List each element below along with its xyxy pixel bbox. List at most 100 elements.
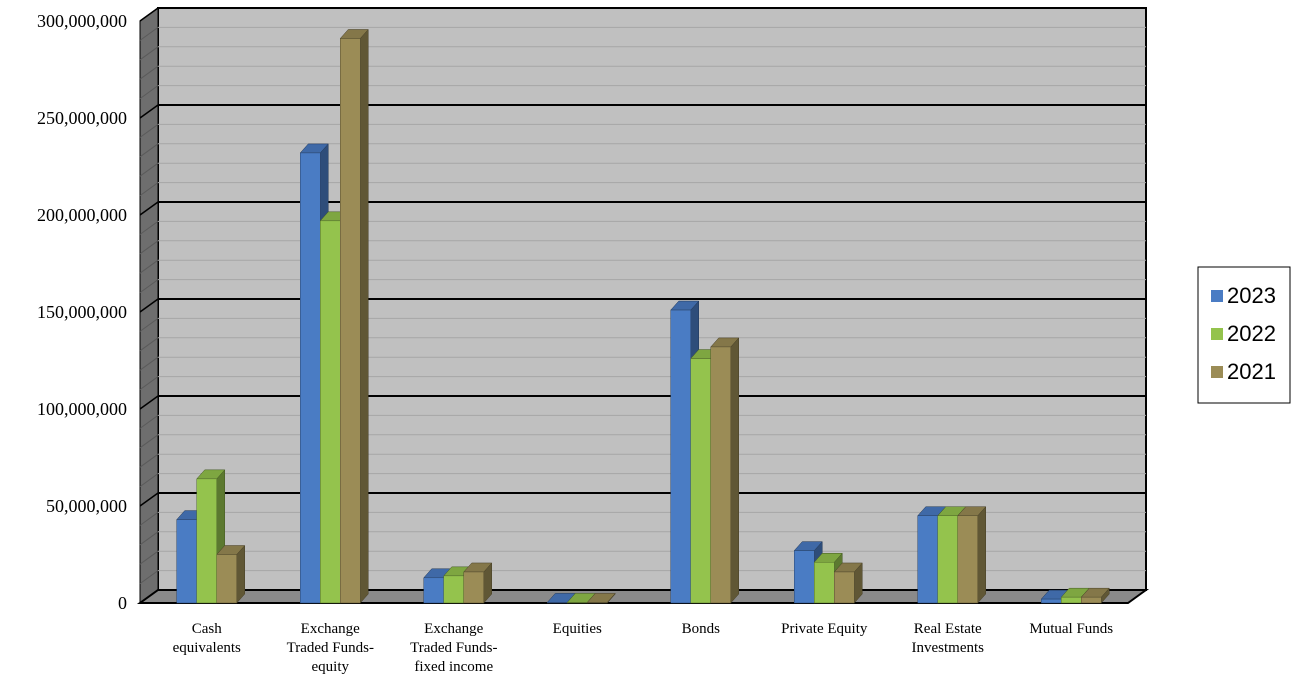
x-category-label-line: Equities — [553, 621, 602, 637]
bar-side — [360, 28, 369, 604]
bar-front — [176, 519, 197, 604]
x-axis-category-labels: Cash equivalents Exchange Traded Funds-equi… — [173, 621, 1114, 675]
bar-front — [547, 602, 568, 604]
y-axis-tick-labels: 0 50,000,000 100,000,000 150,000,000 200,000… — [37, 11, 127, 613]
bar-2021 — [339, 28, 369, 604]
bar-front — [216, 554, 237, 604]
y-tick-label: 200,000,000 — [37, 205, 127, 225]
x-category-label-line: equivalents — [173, 640, 241, 656]
bar-front — [834, 571, 855, 604]
x-category-label: Cash equivalents — [173, 621, 241, 656]
minor-gridline-side — [139, 453, 159, 468]
x-category-label-line: fixed income — [414, 659, 493, 675]
bar-front — [443, 575, 464, 604]
legend-swatch — [1211, 290, 1223, 302]
minor-gridline-side — [139, 123, 159, 138]
minor-gridline-side — [139, 279, 159, 294]
bar-2021 — [216, 544, 246, 604]
bar-front — [463, 571, 484, 604]
bar-front — [937, 515, 958, 604]
bar-2021 — [833, 562, 863, 604]
minor-gridline-side — [139, 473, 159, 488]
x-category-label: Bonds — [682, 621, 721, 637]
plot-back-wall — [136, 7, 1150, 604]
bar-front — [710, 346, 731, 604]
major-gridline-side — [139, 492, 159, 507]
legend-swatch — [1211, 366, 1223, 378]
y-tick-label: 150,000,000 — [37, 302, 127, 322]
bar-2021 — [586, 592, 616, 604]
minor-gridline-side — [139, 240, 159, 255]
bar-side — [236, 544, 245, 604]
minor-gridline-side — [139, 570, 159, 585]
minor-gridline-side — [139, 26, 159, 41]
legend-swatch — [1211, 328, 1223, 340]
y-tick-label: 100,000,000 — [37, 399, 127, 419]
minor-gridline-side — [139, 376, 159, 391]
major-gridline-side — [139, 104, 159, 119]
bar-front — [957, 515, 978, 604]
x-category-label-line: Exchange — [424, 621, 483, 637]
bar-2021 — [463, 562, 493, 604]
bars — [176, 28, 1110, 604]
bar-front — [196, 478, 217, 604]
minor-gridline-side — [139, 434, 159, 449]
minor-gridline-side — [139, 162, 159, 177]
x-category-label-line: equity — [312, 659, 350, 675]
y-tick-label: 0 — [118, 593, 127, 613]
y-tick-label: 300,000,000 — [37, 11, 127, 31]
x-category-label-line: Private Equity — [781, 621, 868, 637]
x-category-label: Exchange Traded Funds-fixed income — [410, 621, 497, 675]
minor-gridline-side — [139, 531, 159, 546]
x-category-label-line: Real Estate — [914, 621, 982, 637]
bar-front — [340, 38, 361, 604]
bar-side — [977, 506, 986, 604]
major-gridline-side — [139, 298, 159, 313]
x-category-label: Mutual Funds — [1029, 621, 1113, 637]
bar-front — [690, 358, 711, 604]
bar-front — [1081, 596, 1102, 604]
bar-2021 — [957, 506, 987, 604]
minor-gridline-side — [139, 220, 159, 235]
legend-label: 2023 — [1227, 283, 1276, 308]
x-category-label: Private Equity — [781, 621, 868, 637]
bar-front — [670, 309, 691, 604]
bar-front — [917, 515, 938, 604]
x-category-label-line: Traded Funds- — [410, 640, 497, 656]
minor-gridline-side — [139, 46, 159, 61]
major-gridline-side — [139, 395, 159, 410]
minor-gridline-side — [139, 414, 159, 429]
legend: 2023 2022 2021 — [1197, 266, 1291, 404]
bar-2021 — [710, 337, 740, 604]
bar-front — [814, 562, 835, 604]
minor-gridline-side — [139, 259, 159, 274]
x-category-label-line: Investments — [912, 640, 985, 656]
x-category-label-line: Bonds — [682, 621, 721, 637]
x-category-label: Exchange Traded Funds-equity — [287, 621, 374, 675]
bar-front — [794, 550, 815, 604]
legend-label: 2021 — [1227, 359, 1276, 384]
bar-side — [730, 337, 739, 604]
major-gridline-side — [139, 201, 159, 216]
x-category-label-line: Exchange — [301, 621, 360, 637]
x-category-label: Real Estate Investments — [912, 621, 985, 656]
bar-front — [1061, 596, 1082, 604]
minor-gridline-side — [139, 356, 159, 371]
x-category-label-line: Traded Funds- — [287, 640, 374, 656]
bar-front — [300, 152, 321, 604]
minor-gridline-side — [139, 317, 159, 332]
bar-front — [320, 220, 341, 604]
minor-gridline-side — [139, 182, 159, 197]
minor-gridline-side — [139, 511, 159, 526]
floor — [136, 589, 1150, 604]
minor-gridline-side — [139, 85, 159, 100]
minor-gridline-side — [139, 143, 159, 158]
bar-front — [587, 602, 608, 604]
minor-gridline-side — [139, 337, 159, 352]
x-category-label-line: Mutual Funds — [1029, 621, 1113, 637]
y-tick-label: 50,000,000 — [46, 496, 127, 516]
minor-gridline-side — [139, 65, 159, 80]
bar-front — [567, 602, 588, 604]
major-gridline-side — [139, 7, 159, 22]
